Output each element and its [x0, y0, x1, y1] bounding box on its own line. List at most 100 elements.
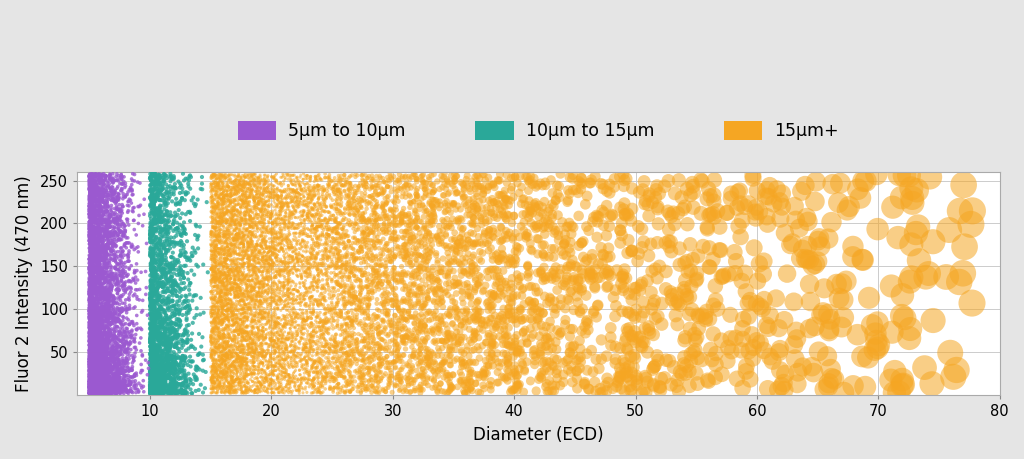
Point: [513, 223, 529, 230]
Point: [478, 299, 495, 307]
Point: [86, 257, 102, 264]
Point: [238, 336, 254, 344]
Point: [379, 212, 395, 219]
Point: [485, 291, 502, 298]
Point: [169, 345, 185, 352]
Point: [246, 340, 262, 347]
Point: [159, 230, 175, 237]
Point: [257, 309, 273, 317]
Point: [301, 348, 317, 356]
Point: [145, 220, 162, 228]
Point: [98, 224, 115, 231]
Point: [323, 269, 339, 277]
Point: [274, 224, 291, 232]
Point: [215, 316, 231, 324]
Point: [269, 319, 286, 327]
Point: [313, 331, 330, 339]
Point: [97, 277, 114, 284]
Point: [465, 213, 481, 221]
Point: [332, 257, 348, 264]
Point: [165, 249, 181, 257]
Point: [229, 369, 246, 376]
Point: [163, 347, 179, 355]
Point: [210, 325, 226, 332]
Point: [245, 348, 261, 356]
Point: [142, 385, 159, 392]
Point: [100, 358, 117, 365]
Point: [126, 267, 142, 274]
Point: [208, 323, 224, 330]
Point: [231, 245, 248, 252]
Point: [565, 171, 582, 179]
Point: [287, 319, 303, 326]
Point: [257, 260, 273, 267]
Point: [380, 359, 396, 367]
Point: [87, 210, 103, 217]
Point: [397, 386, 414, 394]
Point: [152, 277, 168, 284]
Point: [83, 293, 99, 301]
Point: [391, 358, 408, 365]
Point: [339, 273, 355, 280]
Point: [346, 341, 362, 348]
Point: [321, 215, 337, 223]
Point: [503, 308, 519, 315]
Point: [262, 351, 279, 358]
Point: [377, 201, 393, 208]
Point: [83, 386, 99, 393]
Point: [208, 247, 224, 254]
Point: [292, 295, 308, 302]
Point: [92, 232, 109, 240]
Point: [97, 226, 114, 234]
Point: [349, 339, 366, 347]
Point: [254, 206, 270, 213]
Point: [153, 330, 169, 337]
Point: [224, 196, 241, 203]
Point: [242, 202, 258, 209]
Point: [278, 213, 294, 221]
Point: [282, 252, 298, 260]
Point: [628, 372, 644, 380]
Point: [218, 210, 234, 217]
Point: [246, 347, 262, 354]
Point: [157, 287, 173, 294]
Point: [411, 264, 427, 272]
Point: [86, 202, 102, 210]
Point: [145, 170, 162, 178]
Point: [286, 368, 302, 375]
Point: [89, 286, 105, 293]
Point: [142, 194, 159, 201]
Point: [120, 306, 136, 313]
Point: [312, 360, 329, 367]
Point: [371, 222, 387, 229]
Point: [112, 227, 128, 234]
Point: [216, 371, 232, 378]
Point: [354, 386, 371, 394]
Point: [286, 196, 302, 203]
Point: [93, 226, 110, 233]
Point: [159, 202, 175, 210]
Point: [91, 255, 108, 262]
Point: [260, 274, 276, 281]
Point: [360, 301, 377, 308]
Point: [263, 235, 280, 242]
Point: [84, 182, 100, 190]
Point: [401, 358, 418, 365]
Point: [347, 249, 364, 257]
Point: [83, 280, 99, 287]
Point: [380, 283, 396, 290]
Point: [324, 306, 340, 313]
Point: [97, 354, 114, 361]
Point: [100, 245, 117, 252]
Point: [89, 362, 105, 369]
Point: [103, 230, 120, 237]
Point: [324, 301, 340, 308]
Point: [210, 298, 226, 306]
Point: [83, 308, 99, 316]
Point: [96, 244, 113, 251]
Point: [229, 354, 246, 361]
Point: [88, 369, 104, 377]
Point: [480, 229, 497, 236]
Point: [263, 180, 280, 188]
Point: [241, 280, 257, 288]
